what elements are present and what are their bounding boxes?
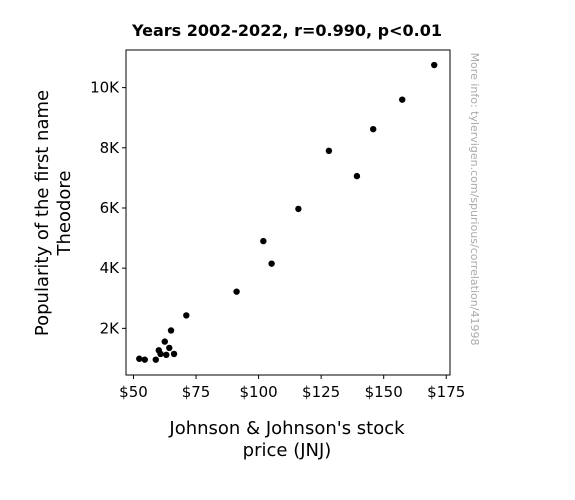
- plot-frame: [125, 49, 451, 376]
- data-point: [161, 338, 168, 345]
- chart-title: Years 2002-2022, r=0.990, p<0.01: [131, 21, 442, 40]
- x-tick-label: $175: [427, 383, 465, 401]
- data-point: [136, 355, 143, 362]
- data-point: [233, 288, 240, 295]
- data-point: [295, 205, 302, 213]
- y-tick-label: 4K: [100, 259, 121, 277]
- x-tick-label: $50: [119, 383, 148, 401]
- data-point: [399, 96, 406, 103]
- source-note: More info: tylervigen.com/spurious/corre…: [468, 53, 481, 346]
- x-axis-label-line-1: Johnson & Johnson's stock: [168, 418, 405, 439]
- x-tick-label: $125: [302, 383, 340, 401]
- data-point: [141, 356, 148, 363]
- data-point: [167, 327, 175, 334]
- y-tick-label: 8K: [100, 139, 121, 157]
- data-point: [152, 356, 159, 363]
- data-point: [431, 61, 438, 69]
- x-tick-label: $100: [240, 383, 278, 401]
- data-point: [157, 350, 164, 358]
- plot-area: $50 $75 $100 $125 $150 $175 2K 4K 6K 8K 10K: [90, 49, 465, 401]
- x-tick-label: $75: [182, 383, 211, 401]
- data-point: [166, 344, 173, 352]
- data-point: [369, 125, 377, 133]
- y-tick-label: 2K: [100, 319, 121, 337]
- x-tick-label: $150: [365, 383, 403, 401]
- data-point: [268, 260, 275, 267]
- data-point: [353, 172, 361, 180]
- data-point: [325, 147, 333, 155]
- y-axis-label-line-2: Theodore: [54, 170, 75, 256]
- data-point: [163, 351, 170, 359]
- y-tick-label: 6K: [100, 199, 121, 217]
- data-point: [170, 350, 178, 358]
- x-axis-label-line-2: price (JNJ): [243, 440, 332, 461]
- data-point: [183, 312, 190, 319]
- data-point: [260, 237, 267, 245]
- y-tick-label: 10K: [90, 79, 120, 97]
- y-axis-label-line-1: Popularity of the first name: [32, 90, 53, 336]
